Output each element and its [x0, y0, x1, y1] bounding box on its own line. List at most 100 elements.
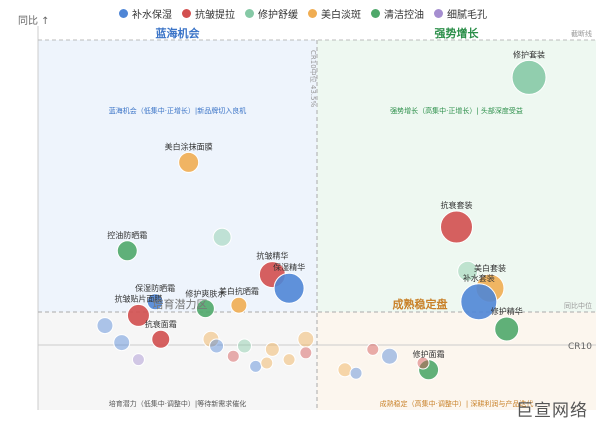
bubble-point: [226, 349, 240, 363]
legend-swatch: [119, 9, 128, 18]
bubble-mark: [260, 356, 274, 370]
bubble-point: [113, 334, 131, 352]
bubble-point: [264, 341, 280, 357]
bubble-mark: [366, 342, 380, 356]
top-cutoff-label: 截断线: [571, 29, 592, 38]
bubble-mark: [146, 293, 164, 311]
quadrant-bottom-right-bg: [317, 312, 596, 410]
bubble-mark: [511, 59, 547, 95]
bubble-mark: [126, 303, 150, 327]
x-median-label: CR10中位 43.5%: [309, 50, 318, 107]
bubble-label: 修护精华: [491, 306, 523, 316]
bubble-mark: [494, 316, 520, 342]
bubble-point: [381, 347, 399, 365]
bubble-mark: [273, 272, 305, 304]
bubble-mark: [297, 330, 315, 348]
bubble-point: [299, 346, 313, 360]
legend-swatch: [245, 9, 254, 18]
bubble-label: 保湿精华: [273, 262, 305, 272]
bubble-mark: [96, 317, 114, 335]
bubble-mark: [282, 353, 296, 367]
legend-item: 补水保湿: [119, 6, 172, 21]
bubble-label: 美白抗晒霜: [219, 286, 259, 296]
quadrant-note-top-left: 蓝海机会（低集中·正增长）|新品牌切入良机: [109, 106, 247, 115]
legend-item: 美白淡斑: [308, 6, 361, 21]
bubble-label: 抗衰套装: [441, 200, 473, 210]
bubble-point: [236, 338, 252, 354]
bubble-mark: [131, 353, 145, 367]
bubble-point: [416, 356, 430, 370]
bubble-label: 修护爽肤水: [185, 289, 225, 299]
bubble-point: [494, 316, 520, 342]
bubble-label: 补水套装: [463, 273, 495, 283]
bubble-point: [146, 293, 164, 311]
quadrant-note-top-right: 强势增长（高集中·正增长）| 头部深度受益: [390, 106, 523, 115]
bubble-point: [297, 330, 315, 348]
legend-label: 补水保湿: [132, 10, 172, 21]
y-axis-label: 同比 ↑: [18, 15, 50, 27]
bubble-label: 美白涂抹面膜: [165, 141, 213, 151]
quadrant-top-right-bg: [317, 40, 596, 312]
chart-legend: 补水保湿 抗皱提拉 修护舒缓 美白淡斑 清洁控油 细腻毛孔: [0, 6, 606, 21]
bubble-mark: [226, 349, 240, 363]
bubble-mark: [212, 227, 232, 247]
bubble-mark: [337, 362, 353, 378]
bubble-point: [337, 362, 353, 378]
bubble-point: [151, 329, 171, 349]
bubble-label: 美白套装: [474, 263, 506, 273]
bubble-point: [249, 359, 263, 373]
bubble-point: [260, 356, 274, 370]
quadrant-title-bottom-right: 成熟稳定盘: [393, 297, 448, 311]
bubble-mark: [195, 299, 215, 319]
bubble-point: [195, 299, 215, 319]
y-median-label: 同比中位: [564, 301, 592, 310]
bubble-point: [230, 296, 248, 314]
legend-swatch: [182, 9, 191, 18]
bubble-mark: [440, 210, 473, 244]
bubble-label: 抗皱精华: [256, 251, 288, 261]
bubble-point: [126, 303, 150, 327]
bubble-mark: [116, 240, 138, 262]
legend-item: 修护舒缓: [245, 6, 298, 21]
bubble-point: [366, 342, 380, 356]
quadrant-bottom-left-bg: [38, 312, 317, 410]
x-axis-label: CR10: [568, 342, 592, 352]
bubble-mark: [249, 359, 263, 373]
bubble-label: 控油防晒霜: [107, 230, 147, 240]
bubble-point: [96, 317, 114, 335]
bubble-mark: [460, 283, 498, 321]
bubble-mark: [151, 329, 171, 349]
legend-item: 细腻毛孔: [434, 6, 487, 21]
quadrant-title-bottom-left: 培育潜力区: [153, 297, 208, 311]
legend-label: 修护舒缓: [258, 10, 298, 21]
bubble-label: 修护套装: [513, 49, 545, 59]
watermark-text: 巨宣网络: [516, 401, 588, 421]
bubble-label: 修护面霜: [413, 349, 445, 359]
legend-swatch: [308, 9, 317, 18]
bubble-mark: [113, 334, 131, 352]
legend-item: 抗皱提拉: [182, 6, 235, 21]
bubble-point: [212, 227, 232, 247]
legend-swatch: [434, 9, 443, 18]
bubble-label: 保湿防晒霜: [135, 283, 175, 293]
bubble-label: 抗衰面霜: [145, 319, 177, 329]
bubble-point: [440, 210, 473, 244]
bubble-mark: [416, 356, 430, 370]
quadrant-note-bottom-left: 培育潜力（低集中·调整中）|等待新需求催化: [109, 399, 247, 408]
bubble-point: [282, 353, 296, 367]
quadrant-title-top-left: 蓝海机会: [156, 26, 201, 40]
bubble-point: [457, 260, 479, 282]
bubble-point: [273, 272, 305, 304]
bubble-mark: [349, 366, 363, 380]
bubble-label: 抗皱贴片面膜: [114, 293, 162, 303]
bubble-mark: [209, 338, 225, 354]
bubble-point: [511, 59, 547, 95]
quadrant-title-top-right: 强势增长: [435, 26, 480, 40]
bubble-point: [460, 283, 498, 321]
bubble-mark: [381, 347, 399, 365]
legend-label: 抗皱提拉: [195, 10, 235, 21]
legend-swatch: [371, 9, 380, 18]
bubble-point: [349, 366, 363, 380]
legend-label: 细腻毛孔: [447, 10, 487, 21]
